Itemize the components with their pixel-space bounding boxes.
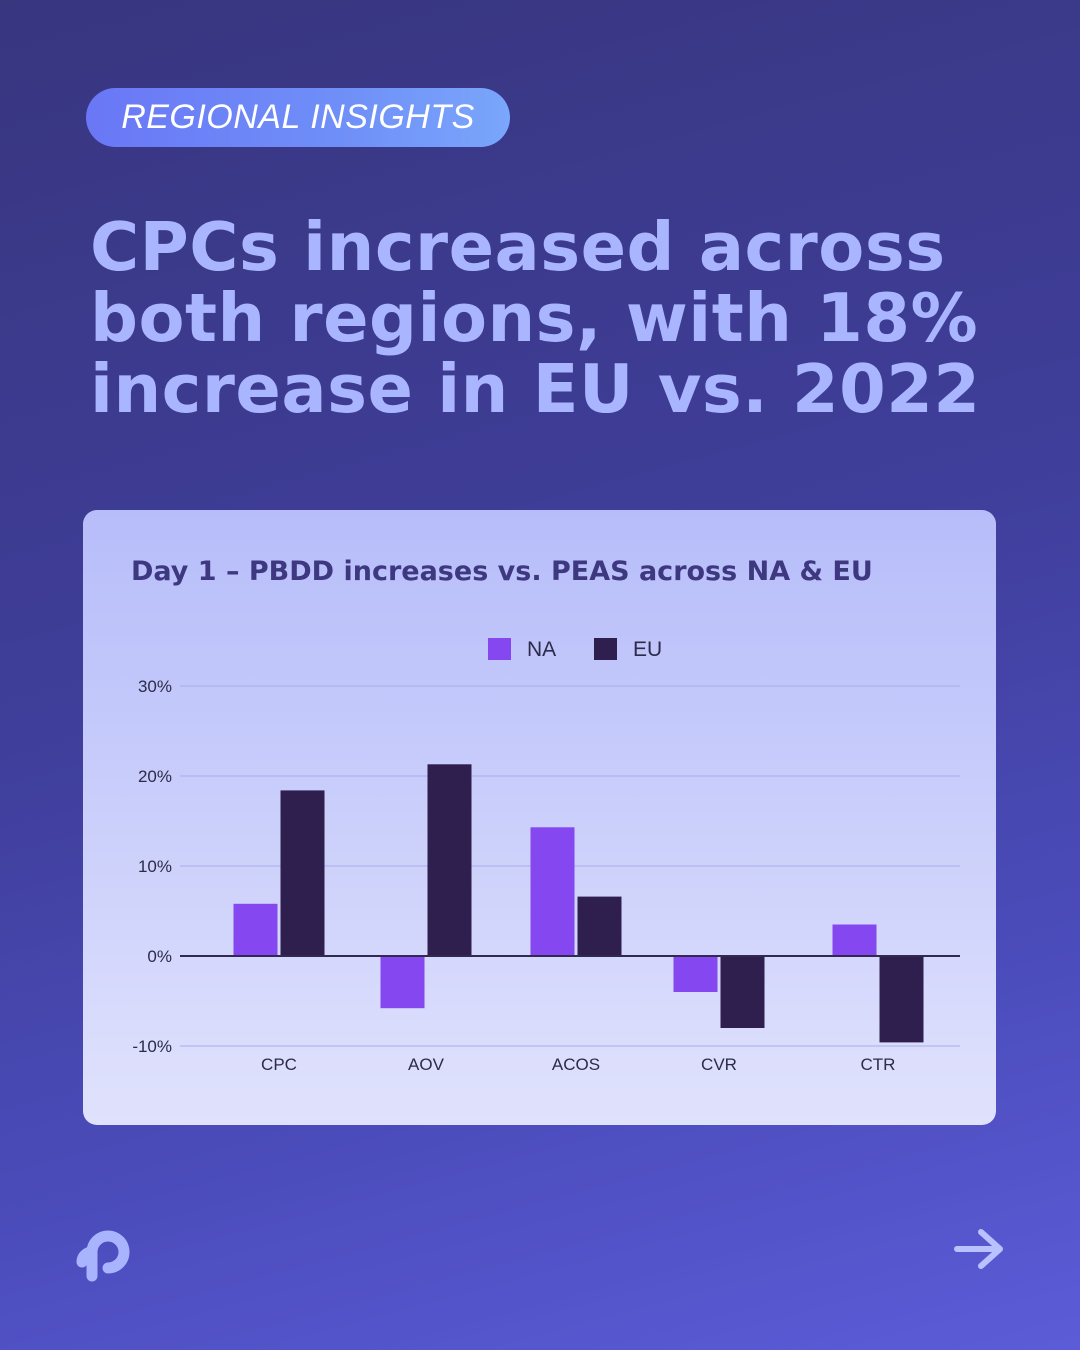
headline-line-3: increase in EU vs. 2022 [90, 350, 981, 428]
bar-na-cpc [233, 903, 278, 956]
y-tick-label: 0% [147, 947, 172, 966]
headline: CPCs increased across both regions, with… [90, 212, 990, 425]
bar-eu-cvr [720, 956, 765, 1028]
y-tick-label: 30% [138, 677, 172, 696]
bar-na-acos [530, 827, 575, 956]
bar-eu-ctr [879, 956, 924, 1043]
x-tick-label: CPC [261, 1055, 297, 1074]
bar-na-cvr [673, 956, 718, 992]
headline-line-2: both regions, with 18% [90, 279, 979, 357]
y-tick-label: 20% [138, 767, 172, 786]
arrow-right-icon[interactable] [953, 1227, 1007, 1271]
bar-eu-aov [427, 764, 472, 956]
x-tick-label: AOV [408, 1055, 445, 1074]
x-tick-label: CTR [861, 1055, 896, 1074]
bar-na-aov [380, 956, 425, 1009]
bar-eu-cpc [280, 790, 325, 956]
bar-chart: 30% 20% 10% 0% -10% CPC AOV ACOS CVR CTR NA EU [132, 638, 960, 1074]
legend-swatch-eu [594, 638, 617, 660]
x-tick-label: CVR [701, 1055, 737, 1074]
legend-swatch-na [488, 638, 511, 660]
y-tick-label: -10% [132, 1037, 172, 1056]
chart-card: Day 1 – PBDD increases vs. PEAS across N… [83, 510, 996, 1125]
section-badge-label: REGIONAL INSIGHTS [121, 98, 475, 136]
x-tick-label: ACOS [552, 1055, 600, 1074]
legend-label-na: NA [527, 638, 556, 661]
headline-line-1: CPCs increased across [90, 208, 946, 286]
legend-label-eu: EU [633, 638, 662, 661]
bar-eu-acos [577, 896, 622, 956]
brand-logo-icon[interactable] [70, 1218, 134, 1282]
y-tick-label: 10% [138, 857, 172, 876]
section-badge: REGIONAL INSIGHTS [86, 88, 510, 147]
chart-title: Day 1 – PBDD increases vs. PEAS across N… [131, 556, 873, 587]
bar-na-ctr [832, 924, 877, 956]
